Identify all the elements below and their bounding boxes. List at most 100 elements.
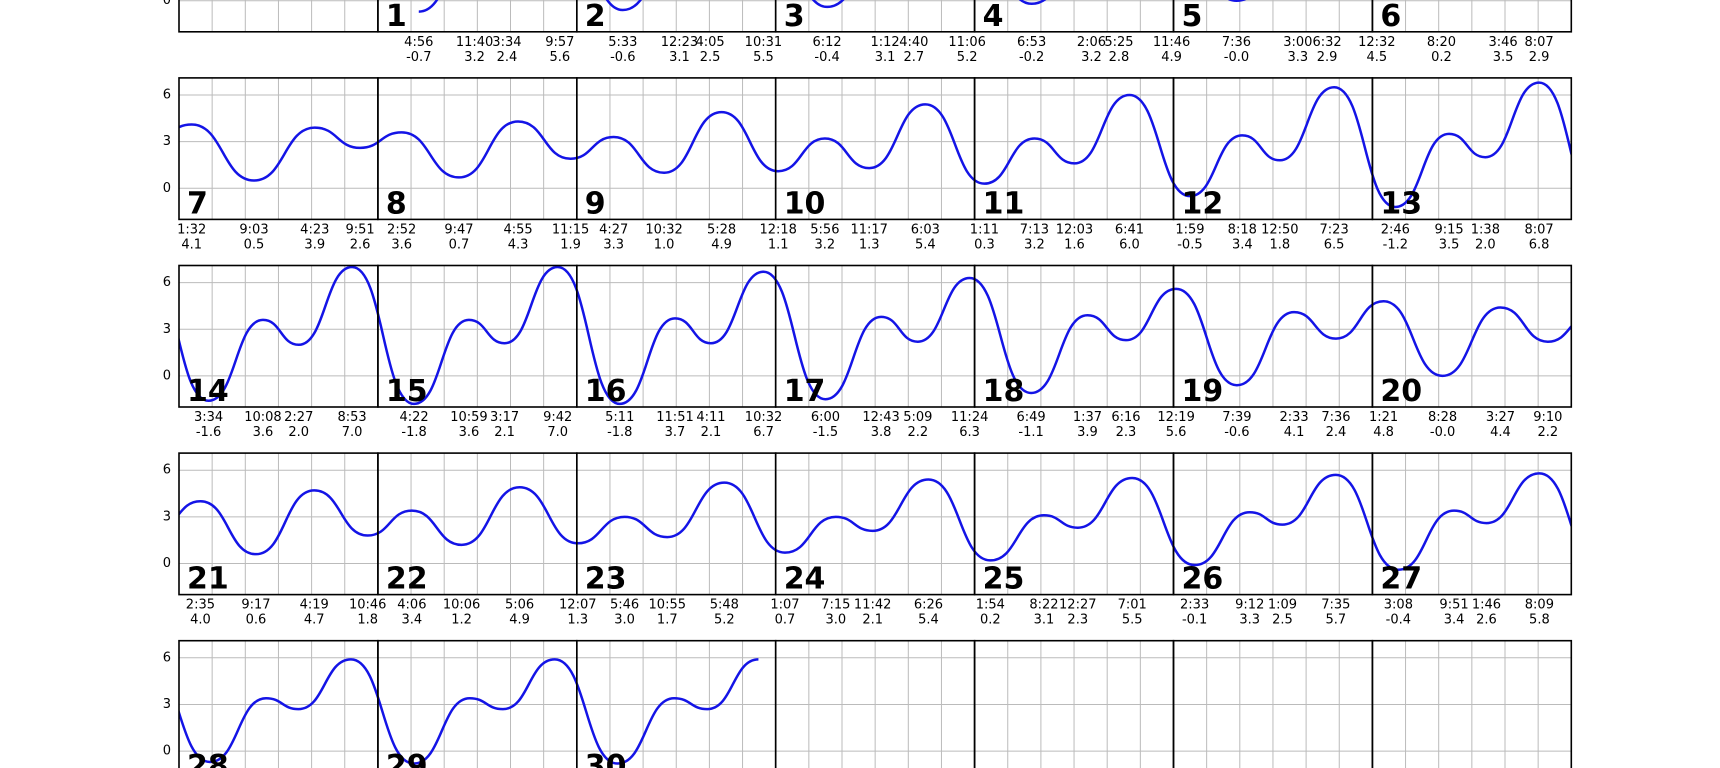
tide-time: 9:47 [444,222,473,237]
day-number: 28 [187,749,229,768]
tide-height: 1.3 [567,613,588,628]
tide-time: 7:35 [1321,598,1350,613]
tide-height: 2.1 [701,425,722,440]
tide-height: -0.4 [814,50,839,65]
tide-height: 5.5 [753,50,774,65]
tide-time: 5:11 [605,410,634,425]
day-number: 5 [1182,0,1203,34]
y-tick-label: 3 [163,134,171,149]
tide-height: -1.6 [196,425,221,440]
tide-height: 3.9 [1077,425,1098,440]
day-number: 26 [1182,562,1224,597]
day-number: 4 [983,0,1004,34]
y-tick-label: 0 [163,181,171,196]
tide-time: 1:38 [1471,222,1500,237]
day-cell [1371,264,1573,408]
tide-height: 2.3 [1116,425,1137,440]
tide-time: 1:07 [770,598,799,613]
week-row: 0 3 6 21 22 23 24 25 26 27 2:354.0 9:170.6 4:194.7 10… [163,452,1573,628]
tide-height: 6.5 [1324,237,1345,252]
tide-time: 7:23 [1320,222,1349,237]
tide-height: 3.5 [1493,50,1514,65]
tide-time: 1:59 [1175,222,1204,237]
day-number: 16 [585,374,627,409]
tide-height: 2.4 [497,50,518,65]
tide-height: 3.3 [1287,50,1308,65]
tide-height: 1.2 [451,613,472,628]
tide-time: 4:05 [695,35,724,50]
tide-time: 2:52 [387,222,416,237]
tide-height: 0.5 [244,237,265,252]
tide-time: 9:42 [543,410,572,425]
tide-time: 12:07 [559,598,596,613]
tide-time: 8:22 [1029,598,1058,613]
day-cell [774,0,976,33]
tide-time: 1:32 [177,222,206,237]
tide-time: 5:56 [810,222,839,237]
tide-height: -0.4 [1386,613,1411,628]
tide-time: 8:20 [1427,35,1456,50]
tide-height: 3.4 [1232,237,1253,252]
tide-time: 10:32 [645,222,682,237]
tide-height: 3.1 [1034,613,1055,628]
tide-height: 4.5 [1366,50,1387,65]
tide-time: 9:51 [1439,598,1468,613]
day-cell [575,0,777,33]
day-number: 22 [386,562,428,597]
day-cell [973,0,1175,33]
day-number: 15 [386,374,428,409]
tide-height: 2.9 [1317,50,1338,65]
tide-time: 12:03 [1056,222,1093,237]
day-cell [178,0,379,33]
tide-time: 4:23 [300,222,329,237]
tide-height: 7.0 [547,425,568,440]
tide-time: 1:21 [1369,410,1398,425]
tide-height: 6.0 [1119,237,1140,252]
tide-height: 1.9 [560,237,581,252]
tide-time: 8:53 [337,410,366,425]
tide-curve [179,265,1572,406]
tide-height: 5.5 [1122,613,1143,628]
tide-time: 8:28 [1428,410,1457,425]
tide-time: 3:34 [194,410,223,425]
tide-time: 3:00 [1283,35,1312,50]
tide-time: 11:51 [656,410,693,425]
tide-height: 3.2 [1081,50,1102,65]
day-cell [1172,0,1374,33]
tide-time: 2:35 [186,598,215,613]
tide-height: 2.2 [907,425,928,440]
tide-height: 3.0 [825,613,846,628]
tide-height: 1.7 [657,613,678,628]
tide-height: 4.9 [711,237,732,252]
week-row: 0 3 6 28 29 30 [163,639,1573,768]
tide-time: 12:32 [1358,35,1395,50]
day-number: 17 [784,374,826,409]
tide-curve [179,81,1572,209]
day-number: 21 [187,562,229,597]
day-number: 27 [1380,562,1422,597]
y-tick-label: 6 [163,463,171,478]
y-tick-label: 0 [163,744,171,759]
tide-height: 5.7 [1325,613,1346,628]
tide-time: 5:48 [710,598,739,613]
y-tick-label: 0 [163,556,171,571]
tide-time: 4:40 [899,35,928,50]
tide-height: 3.8 [871,425,892,440]
day-cell [377,0,578,33]
tide-height: 0.7 [449,237,470,252]
tide-height: 2.1 [862,613,883,628]
tide-time: 5:06 [505,598,534,613]
tide-height: 4.4 [1490,425,1511,440]
tide-time: 12:23 [661,35,698,50]
tide-height: 4.1 [1284,425,1305,440]
tide-time: 7:36 [1222,35,1251,50]
y-tick-label: 0 [163,368,171,383]
tide-time: 5:46 [610,598,639,613]
tide-height: -1.8 [607,425,632,440]
tide-height: 2.0 [288,425,309,440]
tide-height: 3.6 [391,237,412,252]
tide-time: 9:51 [345,222,374,237]
day-number: 30 [585,749,627,768]
tide-height: -1.8 [401,425,426,440]
